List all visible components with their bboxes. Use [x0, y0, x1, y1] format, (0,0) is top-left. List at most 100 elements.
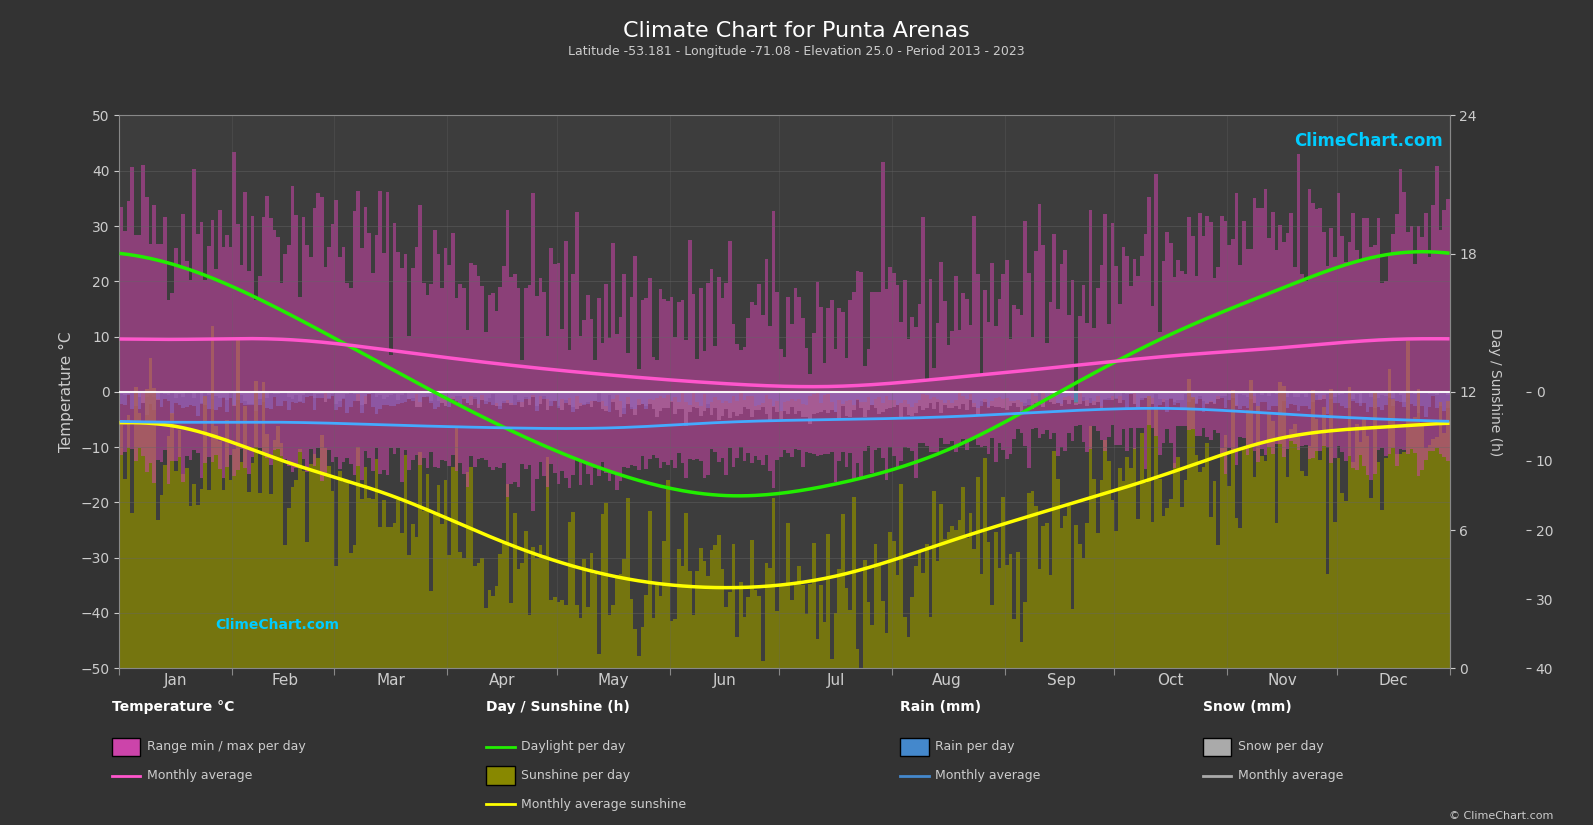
Bar	[346, 283, 349, 458]
Bar	[761, 392, 765, 408]
Bar	[1294, 392, 1297, 398]
Bar	[1031, 337, 1034, 429]
Bar	[1246, 249, 1249, 455]
Bar	[233, 392, 236, 407]
Bar	[317, 392, 320, 394]
Bar	[793, 582, 798, 668]
Bar	[644, 595, 648, 668]
Bar	[505, 210, 510, 497]
Bar	[833, 392, 838, 412]
Bar	[153, 389, 156, 668]
Bar	[951, 392, 954, 403]
Bar	[849, 610, 852, 668]
Bar	[1432, 205, 1435, 451]
Bar	[368, 392, 371, 394]
Bar	[444, 392, 448, 406]
Bar	[771, 392, 776, 407]
Bar	[986, 392, 991, 408]
Bar	[849, 392, 852, 417]
Bar	[695, 392, 699, 403]
Bar	[1223, 392, 1227, 408]
Bar	[1231, 392, 1235, 393]
Bar	[411, 392, 414, 401]
Bar	[609, 338, 612, 482]
Bar	[994, 532, 997, 668]
Bar	[739, 350, 742, 447]
Bar	[1438, 402, 1442, 668]
Text: Snow (mm): Snow (mm)	[1203, 700, 1292, 714]
Bar	[604, 284, 609, 474]
Bar	[564, 392, 567, 403]
Bar	[623, 274, 626, 467]
Bar	[1435, 437, 1438, 668]
Bar	[583, 320, 586, 461]
Bar	[742, 617, 746, 668]
Bar	[640, 392, 644, 404]
Bar	[1410, 392, 1413, 404]
Bar	[1325, 392, 1330, 414]
Bar	[393, 392, 397, 406]
Bar	[757, 596, 761, 668]
Bar	[1356, 392, 1359, 403]
Bar	[1235, 392, 1238, 406]
Bar	[258, 276, 261, 448]
Bar	[1268, 392, 1271, 396]
Bar	[1442, 432, 1446, 668]
Bar	[589, 392, 593, 401]
Bar	[127, 392, 131, 395]
Bar	[629, 599, 634, 668]
Bar	[706, 392, 710, 408]
Bar	[1034, 392, 1037, 396]
Bar	[521, 392, 524, 403]
Bar	[479, 392, 484, 400]
Bar	[1037, 569, 1042, 668]
Bar	[119, 425, 123, 668]
Bar	[578, 392, 583, 407]
Bar	[932, 368, 935, 452]
Bar	[1231, 392, 1235, 398]
Bar	[640, 626, 644, 668]
Bar	[1184, 274, 1187, 427]
Bar	[1195, 392, 1198, 404]
Bar	[790, 600, 793, 668]
Bar	[1220, 392, 1223, 398]
Bar	[918, 392, 921, 400]
Bar	[1351, 213, 1356, 468]
Bar	[145, 196, 148, 472]
Bar	[1319, 392, 1322, 399]
Bar	[1410, 392, 1413, 393]
Bar	[674, 392, 677, 414]
Bar	[1005, 260, 1008, 459]
Bar	[1161, 261, 1166, 443]
Bar	[454, 298, 459, 470]
Bar	[408, 555, 411, 668]
Bar	[502, 543, 505, 668]
Bar	[583, 559, 586, 668]
Bar	[666, 392, 669, 395]
Bar	[699, 288, 703, 461]
Bar	[119, 392, 123, 404]
Bar	[1330, 389, 1333, 668]
Bar	[378, 392, 382, 409]
Bar	[1238, 266, 1243, 436]
Bar	[609, 392, 612, 412]
Bar	[980, 392, 983, 406]
Bar	[1257, 406, 1260, 668]
Bar	[479, 558, 484, 668]
Bar	[349, 392, 352, 407]
Bar	[382, 253, 386, 469]
Bar	[943, 392, 946, 405]
Y-axis label: Day / Sunshine (h): Day / Sunshine (h)	[1488, 328, 1502, 456]
Bar	[900, 484, 903, 668]
Bar	[685, 392, 688, 402]
Bar	[553, 392, 558, 401]
Bar	[1034, 392, 1037, 403]
Bar	[597, 654, 601, 668]
Bar	[1348, 392, 1351, 394]
Bar	[991, 392, 994, 406]
Bar	[1133, 392, 1136, 394]
Bar	[239, 462, 244, 668]
Bar	[736, 637, 739, 668]
Bar	[889, 532, 892, 668]
Bar	[669, 297, 674, 460]
